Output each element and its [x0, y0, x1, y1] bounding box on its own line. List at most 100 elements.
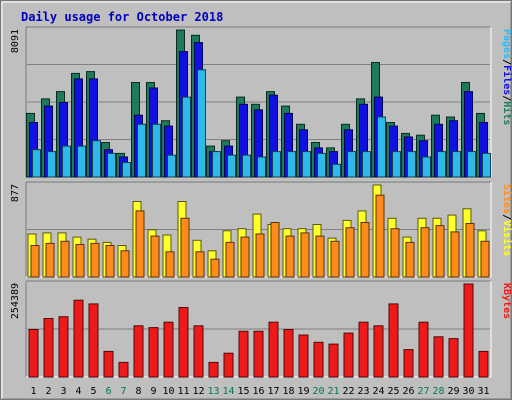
bar-sites-day-20 [315, 235, 325, 278]
bar-pages-day-23 [362, 151, 371, 178]
bar-kbytes-day-9 [148, 327, 159, 378]
bar-sites-day-30 [465, 223, 475, 278]
bar-kbytes-day-24 [373, 325, 384, 378]
bar-sites-day-31 [480, 240, 490, 278]
bar-pages-day-9 [152, 123, 161, 178]
legend-item-sites: Sites [501, 184, 512, 214]
bar-kbytes-day-21 [328, 343, 339, 378]
bar-sites-day-12 [195, 251, 205, 278]
bar-pages-day-1 [32, 149, 41, 178]
bar-kbytes-day-19 [298, 334, 309, 378]
bar-sites-day-26 [405, 241, 415, 278]
bar-kbytes-day-4 [73, 299, 84, 378]
bar-sites-day-5 [90, 242, 100, 278]
bar-pages-day-29 [452, 151, 461, 178]
bar-kbytes-day-20 [313, 341, 324, 378]
x-tick-label-day-4: 4 [75, 386, 81, 397]
bar-pages-day-5 [92, 140, 101, 178]
x-tick-label-day-5: 5 [90, 386, 96, 397]
x-tick-label-day-24: 24 [372, 386, 384, 397]
legend-separator: / [501, 95, 512, 101]
bar-kbytes-day-16 [253, 330, 264, 378]
bar-sites-day-18 [285, 235, 295, 278]
x-tick-label-day-9: 9 [150, 386, 156, 397]
legend-item-pages: Pages [501, 29, 512, 59]
legend-item-visits: Visits [501, 220, 512, 256]
x-tick-label-day-15: 15 [237, 386, 249, 397]
bar-sites-day-27 [420, 227, 430, 278]
bar-pages-day-14 [227, 154, 236, 178]
bar-kbytes-day-29 [448, 338, 459, 378]
x-tick-label-day-14: 14 [222, 386, 234, 397]
x-tick-label-day-23: 23 [357, 386, 369, 397]
bar-sites-day-9 [150, 235, 160, 278]
bar-sites-day-10 [165, 251, 175, 278]
x-tick-label-day-25: 25 [387, 386, 399, 397]
bar-kbytes-day-27 [418, 321, 429, 378]
bar-kbytes-day-2 [43, 318, 54, 378]
x-tick-label-day-26: 26 [402, 386, 414, 397]
bar-sites-day-4 [75, 244, 85, 278]
bar-pages-day-18 [287, 151, 296, 178]
bar-pages-day-13 [212, 151, 221, 178]
bar-pages-day-21 [332, 163, 341, 178]
bar-kbytes-day-28 [433, 336, 444, 378]
panel-visits-sites: 877 Sites/Visits [10, 181, 512, 278]
bar-pages-day-22 [347, 151, 356, 178]
bar-sites-day-8 [135, 210, 145, 278]
bar-sites-day-7 [120, 250, 130, 278]
x-tick-label-day-28: 28 [432, 386, 444, 397]
bar-sites-day-23 [360, 222, 370, 278]
bar-sites-day-3 [60, 240, 70, 278]
bar-sites-day-2 [45, 242, 55, 278]
legend-separator: / [501, 59, 512, 65]
bar-kbytes-day-3 [58, 316, 69, 378]
bar-kbytes-day-15 [238, 330, 249, 378]
bar-pages-day-24 [377, 116, 386, 178]
series-sites [30, 194, 490, 278]
bar-kbytes-day-12 [193, 325, 204, 378]
bar-kbytes-day-18 [283, 329, 294, 378]
x-tick-label-day-17: 17 [267, 386, 279, 397]
x-tick-label-day-2: 2 [45, 386, 51, 397]
bar-kbytes-day-5 [88, 303, 99, 378]
bar-sites-day-14 [225, 241, 235, 278]
x-tick-label-day-10: 10 [162, 386, 174, 397]
bar-kbytes-day-11 [178, 307, 189, 378]
bar-sites-day-19 [300, 232, 310, 278]
bar-sites-day-13 [210, 258, 220, 278]
bar-pages-day-7 [122, 162, 131, 178]
legend-item-kbytes: KBytes [501, 283, 512, 319]
bar-pages-day-28 [437, 151, 446, 178]
bar-kbytes-day-7 [118, 361, 129, 378]
x-axis-labels: 1 2 3 4 5 6 7 8 9 10 11 12 13 14 15 16 17 18 19 20 21 22 23 24 2… [30, 386, 489, 397]
bar-sites-day-25 [390, 228, 400, 278]
bar-pages-day-15 [242, 154, 251, 178]
bar-pages-day-6 [107, 152, 116, 178]
x-tick-label-day-30: 30 [462, 386, 474, 397]
bar-sites-day-6 [105, 245, 115, 278]
x-tick-label-day-19: 19 [297, 386, 309, 397]
bar-kbytes-day-26 [403, 349, 414, 378]
bar-kbytes-day-1 [28, 329, 39, 378]
bar-kbytes-day-14 [223, 352, 234, 378]
bar-kbytes-day-30 [463, 283, 474, 378]
bar-pages-day-30 [467, 151, 476, 178]
y-max-label: 8091 [10, 29, 21, 53]
x-tick-label-day-12: 12 [192, 386, 204, 397]
y-max-label: 254389 [10, 283, 21, 319]
x-tick-label-day-22: 22 [342, 386, 354, 397]
bar-pages-day-3 [62, 145, 71, 178]
x-tick-label-day-16: 16 [252, 386, 264, 397]
bar-kbytes-day-17 [268, 321, 279, 378]
bar-pages-day-10 [167, 154, 176, 178]
bar-sites-day-15 [240, 236, 250, 278]
legend: KBytes [501, 283, 512, 319]
bar-sites-day-24 [375, 194, 385, 278]
legend-item-files: Files [501, 65, 512, 95]
x-tick-label-day-18: 18 [282, 386, 294, 397]
x-tick-label-day-3: 3 [60, 386, 66, 397]
